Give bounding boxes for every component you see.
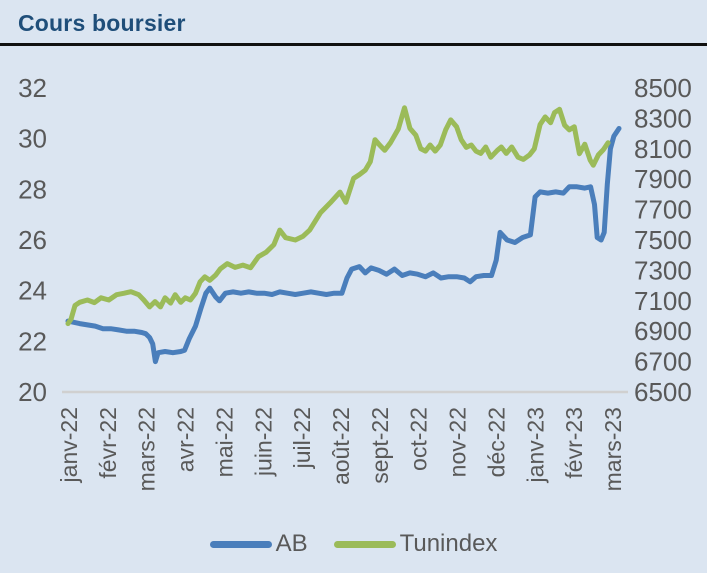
- legend-swatch-ab-line: [209, 540, 272, 548]
- legend-item-tunindex: Tunindex: [333, 530, 498, 558]
- y-axis-right-tick-label: 7300: [634, 255, 692, 285]
- series-line-ab: [65, 126, 622, 365]
- y-axis-right-tick-label: 7100: [634, 286, 692, 316]
- y-axis-right-tick-label: 7700: [634, 195, 692, 225]
- y-axis-left-tick-label: 26: [18, 225, 47, 255]
- y-axis-left-tick-label: 28: [18, 174, 47, 204]
- x-axis-tick-label: août-22: [328, 407, 354, 485]
- y-axis-right-tick-label: 7500: [634, 225, 692, 255]
- legend-label-ab: AB: [275, 530, 308, 557]
- x-axis-tick-label: nov-22: [445, 407, 471, 477]
- x-axis-tick-label: févr-22: [95, 407, 121, 479]
- y-axis-left-tick-label: 24: [18, 276, 47, 306]
- x-axis-tick-label: janv-22: [56, 407, 82, 483]
- chart-title: Cours boursier: [18, 10, 186, 36]
- y-axis-right-tick-label: 8300: [634, 103, 692, 133]
- y-axis-right-tick-label: 8100: [634, 134, 692, 164]
- x-axis-tick-label: déc-22: [483, 407, 509, 477]
- x-axis-tick-label: févr-23: [561, 407, 587, 479]
- series-line-tunindex: [65, 105, 611, 327]
- x-axis-tick-label: oct-22: [406, 407, 432, 471]
- legend-swatch-tunindex-line: [333, 540, 396, 548]
- legend-label-tunindex: Tunindex: [399, 530, 498, 557]
- legend-item-ab: AB: [209, 530, 308, 558]
- y-axis-right-tick-label: 6700: [634, 347, 692, 377]
- y-axis-left-tick-label: 30: [18, 124, 47, 154]
- y-axis-right-tick-label: 6500: [634, 377, 692, 407]
- x-axis-tick-label: juin-22: [250, 407, 276, 477]
- y-axis-right-tick-label: 6900: [634, 316, 692, 346]
- chart-legend: AB Tunindex: [0, 530, 707, 558]
- y-axis-left-tick-label: 20: [18, 377, 47, 407]
- x-axis-tick-label: avr-22: [173, 407, 199, 472]
- x-axis-tick-label: mai-22: [211, 407, 237, 477]
- y-axis-right-tick-label: 8500: [634, 73, 692, 103]
- x-axis-tick-label: mars-23: [600, 407, 626, 491]
- x-axis-tick-label: sept-22: [367, 407, 393, 484]
- x-axis-tick-label: janv-23: [522, 407, 548, 483]
- chart-title-bar: Cours boursier: [0, 0, 707, 46]
- x-axis-tick-label: mars-22: [134, 407, 160, 491]
- x-axis-tick-label: juil-22: [289, 407, 315, 469]
- y-axis-left-tick-label: 32: [18, 73, 47, 103]
- y-axis-left-tick-label: 22: [18, 326, 47, 356]
- y-axis-right-tick-label: 7900: [634, 164, 692, 194]
